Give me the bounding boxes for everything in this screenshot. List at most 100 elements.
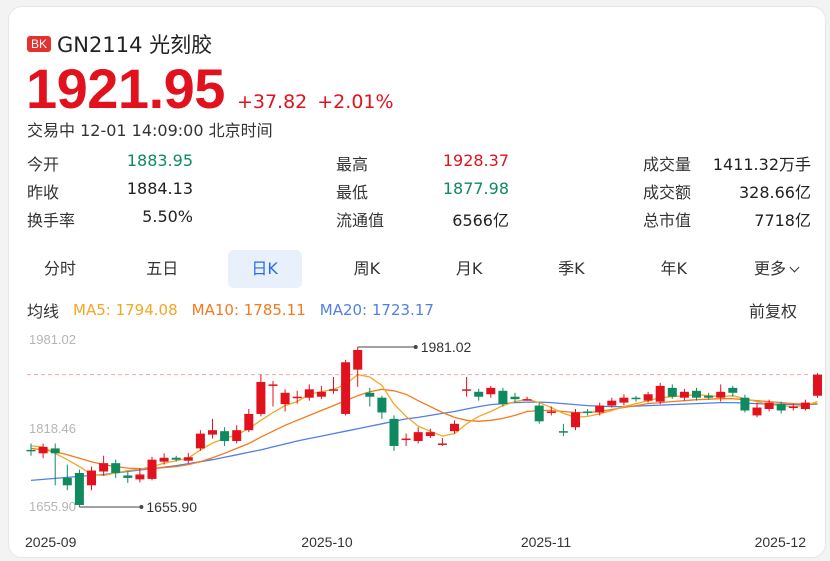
- open-value: 1883.95: [126, 151, 193, 170]
- candle-body: [377, 397, 387, 413]
- candle-body: [752, 407, 762, 416]
- date-axis-label: 2025-11: [521, 534, 572, 550]
- tab-quarterly-k[interactable]: 季K: [558, 259, 585, 278]
- candle-body: [123, 475, 133, 478]
- price-axis-label: 1981.02: [29, 332, 76, 347]
- candle-body: [522, 399, 532, 401]
- candle-body: [87, 470, 96, 486]
- candle-body: [62, 477, 72, 486]
- candle-body: [740, 397, 750, 411]
- candle-body: [38, 446, 48, 454]
- low-value: 1877.98: [442, 179, 509, 198]
- candle-body: [643, 394, 653, 401]
- sector-title: GN2114 光刻胶: [57, 33, 213, 57]
- tab-weekly-k[interactable]: 周K: [353, 259, 381, 278]
- candle-body: [159, 457, 169, 462]
- amount-label: 成交额: [643, 183, 692, 202]
- min-annotation-label: 1655.90: [146, 499, 197, 515]
- amount-value: 328.66亿: [739, 183, 811, 202]
- volume-value: 1411.32万手: [712, 155, 811, 174]
- candle-body: [329, 389, 338, 391]
- candle-body: [450, 423, 459, 432]
- ma10-value: MA10: 1785.11: [191, 301, 306, 319]
- candle-body: [510, 396, 520, 400]
- candle-body: [704, 395, 714, 398]
- candle-body: [316, 391, 326, 397]
- prev-close-value: 1884.13: [126, 179, 193, 198]
- date-axis-label: 2025-09: [25, 534, 77, 550]
- candle-body: [692, 390, 701, 398]
- stats-grid: 今开 1883.95 最高 1928.37 成交量 1411.32万手 昨收 1…: [27, 151, 811, 235]
- candle-body: [607, 400, 617, 406]
- candle-body: [474, 391, 484, 397]
- tab-intraday[interactable]: 分时: [43, 259, 76, 278]
- max-annotation-label: 1981.02: [421, 339, 472, 355]
- candle-body: [800, 402, 810, 410]
- candle-body: [413, 432, 423, 442]
- price-change-pct: +2.01%: [317, 91, 394, 113]
- tab-daily-k[interactable]: 日K: [227, 250, 302, 288]
- candle-body: [776, 404, 786, 411]
- candle-body: [619, 397, 629, 403]
- adjust-button[interactable]: 前复权: [748, 302, 797, 321]
- ma5-value: MA5: 1794.08: [73, 301, 178, 319]
- candle-body: [595, 405, 605, 413]
- last-price: 1921.95: [26, 57, 225, 120]
- ma20-value: MA20: 1723.17: [319, 301, 434, 319]
- prev-close-label: 昨收: [27, 183, 60, 202]
- candle-body: [389, 418, 399, 446]
- kline-chart[interactable]: 1981.02 1818.46 1655.90 1981.02 1655.90 2025-…: [9, 327, 825, 557]
- turnover-value: 5.50%: [142, 207, 193, 226]
- candle-body: [631, 397, 641, 400]
- candle-body: [425, 432, 435, 437]
- mcap-label: 总市值: [643, 211, 692, 230]
- candle-body: [304, 389, 314, 398]
- trading-status: 交易中 12-01 14:09:00 北京时间: [27, 121, 273, 140]
- candle-body: [147, 459, 157, 479]
- candle-body: [280, 392, 290, 405]
- price-change: +37.82: [236, 91, 308, 113]
- tab-five-day[interactable]: 五日: [146, 259, 179, 278]
- tab-more[interactable]: 更多: [739, 250, 813, 288]
- float-label: 流通值: [336, 211, 385, 230]
- kline-svg: 1981.02 1818.46 1655.90 1981.02 1655.90 2025-…: [25, 332, 822, 550]
- candle-body: [813, 374, 822, 396]
- candle-body: [195, 433, 205, 449]
- candle-body: [292, 396, 302, 399]
- candle-body: [268, 384, 278, 386]
- candle-body: [716, 391, 726, 398]
- candle-body: [244, 413, 254, 431]
- low-label: 最低: [336, 183, 369, 202]
- quote-card: BK GN2114 光刻胶 1921.95 +37.82 +2.01% 交易中 …: [8, 6, 826, 558]
- date-axis-label: 2025-12: [755, 534, 807, 550]
- chevron-down-icon: [789, 262, 800, 273]
- tab-yearly-k[interactable]: 年K: [660, 259, 687, 278]
- candle-body: [534, 405, 544, 422]
- mcap-value: 7718亿: [754, 211, 811, 230]
- candle-body: [788, 406, 798, 409]
- turnover-label: 换手率: [27, 211, 76, 230]
- min-annotation-dot: [139, 504, 144, 509]
- candle-body: [498, 390, 508, 405]
- candle-body: [437, 443, 447, 445]
- candle-body: [571, 412, 580, 428]
- tab-monthly-k[interactable]: 月K: [455, 259, 483, 278]
- candle-body: [655, 385, 665, 402]
- candle-body: [171, 457, 181, 460]
- candle-body: [558, 431, 568, 433]
- candle-body: [99, 463, 109, 472]
- candle-body: [341, 362, 351, 414]
- ma-title: 均线: [27, 302, 60, 321]
- candle-body: [401, 438, 411, 441]
- candle-body: [583, 411, 593, 413]
- candle-body: [208, 430, 217, 435]
- candle-body: [232, 430, 242, 442]
- candle-body: [50, 448, 60, 454]
- price-row: 1921.95 +37.82 +2.01%: [26, 57, 394, 121]
- candle-body: [679, 391, 689, 398]
- candle-body: [728, 387, 738, 393]
- bk-badge: BK: [27, 36, 52, 52]
- candle-body: [764, 402, 774, 410]
- header: BK GN2114 光刻胶: [27, 29, 212, 59]
- candle-body: [486, 387, 496, 395]
